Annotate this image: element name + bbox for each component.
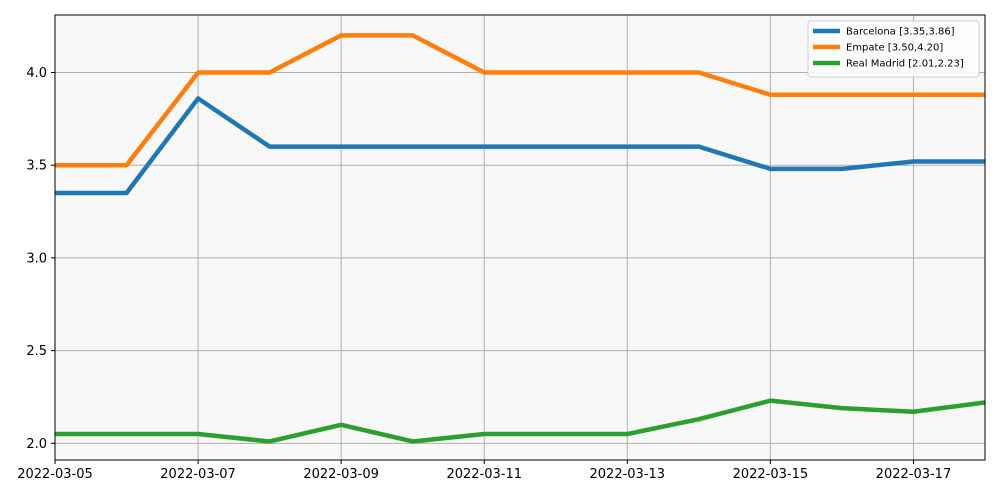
- legend: Barcelona [3.35,3.86] Empate [3.50,4.20] R…: [807, 20, 980, 78]
- legend-label-2: Real Madrid [2.01,2.23]: [846, 59, 964, 70]
- legend-label-0: Barcelona [3.35,3.86]: [846, 27, 955, 38]
- y-tick-label: 2.5: [26, 344, 47, 359]
- x-tick-label: 2022-03-07: [160, 467, 236, 482]
- x-axis: 2022-03-05 2022-03-07 2022-03-09 2022-03-11…: [17, 460, 951, 482]
- x-tick-label: 2022-03-05: [17, 467, 93, 482]
- series-layer: [54, 33, 986, 444]
- y-axis: 2.0 2.5 3.0 3.5 4.0: [26, 66, 55, 452]
- x-tick-label: 2022-03-13: [590, 467, 666, 482]
- plot-frame: [54, 14, 986, 461]
- x-tick-label: 2022-03-11: [446, 467, 522, 482]
- series-line-1: [55, 33, 985, 168]
- y-tick-label: 2.0: [26, 437, 47, 452]
- plot-area: [55, 15, 985, 460]
- x-tick-label: 2022-03-15: [733, 467, 809, 482]
- x-tick-label: 2022-03-17: [876, 467, 952, 482]
- series-line-2: [55, 398, 985, 444]
- series-line-0: [55, 96, 985, 196]
- y-tick-label: 4.0: [26, 66, 47, 81]
- legend-box: [807, 20, 980, 78]
- y-tick-label: 3.0: [26, 251, 47, 266]
- x-tick-label: 2022-03-09: [303, 467, 379, 482]
- y-tick-label: 3.5: [26, 159, 47, 174]
- legend-label-1: Empate [3.50,4.20]: [846, 43, 943, 54]
